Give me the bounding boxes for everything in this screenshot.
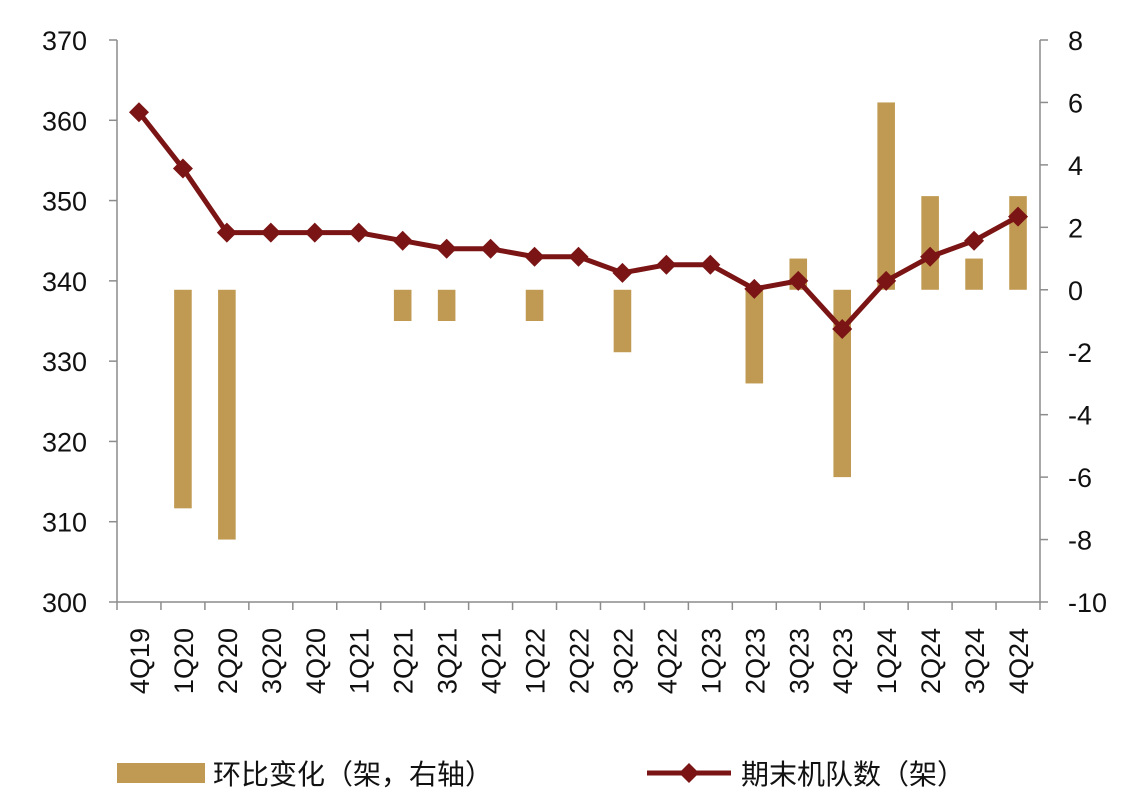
left-tick-label: 320 (42, 427, 87, 457)
line-series (128, 102, 1029, 340)
left-tick-label: 340 (42, 267, 87, 297)
right-tick-label: -10 (1068, 588, 1107, 618)
left-tick-label: 350 (42, 187, 87, 217)
right-tick-label: -2 (1068, 338, 1092, 368)
legend-line-marker (679, 763, 699, 783)
left-tick-label: 360 (42, 106, 87, 136)
x-tick-label: 1Q23 (696, 628, 726, 694)
left-tick-label: 370 (42, 26, 87, 56)
legend-bar-swatch (117, 763, 205, 783)
line-point (612, 262, 633, 283)
bar (525, 289, 544, 321)
line-point (700, 254, 721, 275)
right-tick-label: -8 (1068, 526, 1092, 556)
x-tick-label: 2Q22 (565, 628, 595, 694)
bar (745, 289, 764, 384)
line-point (348, 222, 369, 243)
line-point (216, 222, 237, 243)
x-tick-label: 1Q22 (521, 628, 551, 694)
bar (437, 289, 456, 321)
x-tick-label: 2Q23 (740, 628, 770, 694)
line-point (568, 246, 589, 267)
line-point (172, 158, 193, 179)
left-tick-label: 300 (42, 588, 87, 618)
line-point (876, 270, 897, 291)
x-tick-label: 2Q21 (389, 628, 419, 694)
line-point (832, 319, 853, 340)
right-tick-label: -4 (1068, 401, 1092, 431)
x-tick-label: 1Q21 (345, 628, 375, 694)
x-tick-label: 3Q24 (960, 628, 990, 694)
x-tick-label: 4Q21 (477, 628, 507, 694)
right-tick-label: 8 (1068, 26, 1083, 56)
tick-labels: 300 310 320 330 340 350 360 370 -10 -8 -6 -4 -2 0 2 4 6 8… (42, 26, 1107, 694)
legend-bar-label: 环比变化（架，右轴） (213, 758, 493, 791)
line-point (524, 246, 545, 267)
right-tick-label: 6 (1068, 88, 1083, 118)
x-tick-label: 1Q20 (169, 628, 199, 694)
line-point (788, 270, 809, 291)
left-tick-label: 310 (42, 508, 87, 538)
x-tick-label: 4Q19 (125, 628, 155, 694)
right-tick-label: -6 (1068, 463, 1092, 493)
line-point (656, 254, 677, 275)
x-tick-label: 3Q22 (608, 628, 638, 694)
axes (109, 39, 1048, 610)
x-tick-label: 2Q20 (213, 628, 243, 694)
right-tick-label: 4 (1068, 151, 1083, 181)
x-tick-label: 3Q21 (433, 628, 463, 694)
legend: 环比变化（架，右轴） 期末机队数（架） (117, 758, 965, 791)
bar (921, 196, 939, 290)
x-tick-label: 2Q24 (916, 628, 946, 694)
x-tick-label: 4Q20 (301, 628, 331, 694)
line-point (436, 238, 457, 259)
legend-line-label: 期末机队数（架） (741, 758, 965, 791)
x-tick-label: 4Q23 (828, 628, 858, 694)
left-tick-label: 330 (42, 347, 87, 377)
bar-series (174, 102, 1027, 540)
x-tick-label: 4Q22 (652, 628, 682, 694)
x-tick-label: 3Q23 (784, 628, 814, 694)
line-point (920, 246, 941, 267)
x-tick-label: 1Q24 (872, 628, 902, 694)
line-point (392, 230, 413, 251)
line-point (1008, 206, 1029, 227)
line-point (128, 102, 149, 123)
bar (833, 289, 852, 478)
x-tick-label: 3Q20 (257, 628, 287, 694)
line-point (260, 222, 281, 243)
bar (218, 289, 236, 540)
right-tick-label: 0 (1068, 276, 1083, 306)
bar (613, 289, 632, 353)
line-point (744, 278, 765, 299)
x-tick-label: 4Q24 (1004, 628, 1034, 694)
line-point (964, 230, 985, 251)
bar (965, 258, 983, 290)
line-point (304, 222, 325, 243)
bar (393, 289, 412, 321)
right-tick-label: 2 (1068, 213, 1083, 243)
bar (174, 289, 192, 509)
bar (877, 102, 895, 290)
line-point (480, 238, 501, 259)
